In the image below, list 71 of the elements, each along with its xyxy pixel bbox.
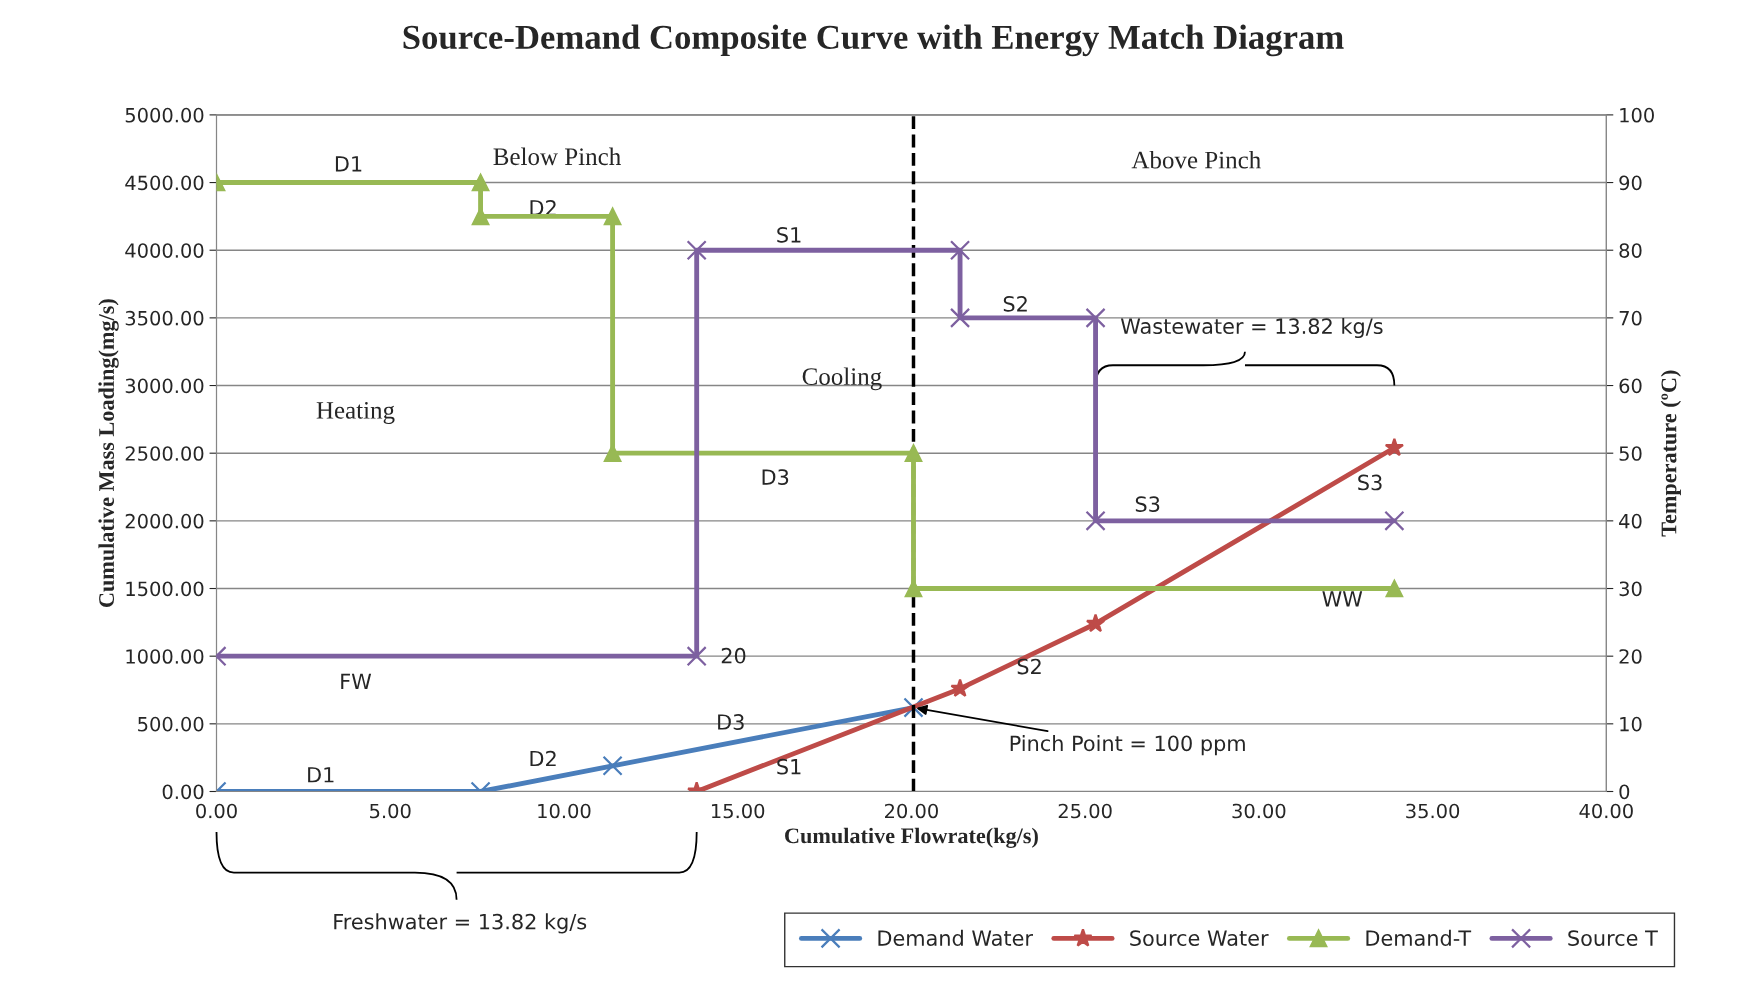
y2-tick-label: 100 (1620, 107, 1654, 123)
y-tick-label: 500.00 (138, 716, 204, 732)
point (471, 173, 490, 192)
annotation: Heating (316, 401, 395, 424)
legend-label: Demand-T (1366, 929, 1472, 946)
y2-tick-label: 0 (1619, 784, 1630, 800)
annotation: S1 (777, 226, 801, 243)
chart-title: Source-Demand Composite Curve with Energy Match Diagram (403, 24, 1344, 57)
y-tick-label: 5000.00 (125, 107, 204, 123)
legend-label: Source T (1568, 930, 1658, 946)
y-tick-label: 1500.00 (126, 581, 204, 597)
y-axis-title: Cumulative Mass Loading(mg/s) (98, 299, 119, 608)
point (1384, 510, 1405, 531)
y-tick-label: 4500.00 (125, 175, 204, 191)
point (686, 240, 707, 261)
x-axis-title: Cumulative Flowrate(kg/s) (785, 827, 1038, 848)
y2-tick-label: 20 (1619, 649, 1642, 664)
x-tick-label: 40.00 (1579, 803, 1633, 819)
y2-tick-label: 40 (1619, 513, 1642, 529)
y-tick-label: 1000.00 (126, 649, 204, 664)
point (904, 444, 923, 462)
x-tick-label: 35.00 (1406, 803, 1460, 819)
y2-tick-label: 80 (1619, 243, 1642, 258)
point (949, 240, 971, 261)
point (949, 307, 971, 329)
annotation: S3 (1358, 474, 1382, 491)
y2-tick-label: 70 (1619, 310, 1642, 326)
point (1385, 579, 1404, 598)
y2-tick-label: 10 (1620, 716, 1642, 732)
annotation: FW (341, 673, 372, 689)
point (1085, 510, 1106, 531)
text: Freshwater = 13.82 kg/s (334, 913, 587, 934)
point (1085, 307, 1106, 329)
legend-label: Source Water (1130, 930, 1269, 946)
annotation: D2 (530, 750, 556, 767)
annotation: D3 (718, 714, 744, 730)
y2-tick-label: 90 (1619, 175, 1642, 191)
x-tick-label: 20.00 (885, 803, 938, 819)
annotation: WW (1322, 591, 1363, 607)
x-tick-label: 5.00 (370, 803, 411, 819)
x-tick-label: 10.00 (538, 803, 591, 819)
annotation: S1 (777, 758, 801, 775)
point (686, 646, 707, 667)
x-tick-label: 25.00 (1058, 803, 1112, 819)
y2-axis-title: Temperature (ºC) (1660, 370, 1681, 537)
annotation: Pinch Point = 100 ppm (1010, 735, 1245, 756)
y-tick-label: 3000.00 (125, 378, 204, 394)
annotation: S2 (1017, 658, 1041, 675)
y-tick-label: 2000.00 (125, 513, 204, 529)
y-tick-label: 0.00 (162, 784, 204, 800)
x-tick-label: 15.00 (711, 803, 765, 819)
annotation: D3 (762, 469, 789, 485)
annotation: D1 (308, 767, 334, 783)
x-tick-label: 0.00 (196, 803, 237, 819)
x-tick-label: 30.00 (1232, 803, 1286, 819)
legend-label: Demand Water (878, 929, 1033, 946)
annotation: Below Pinch (493, 147, 621, 166)
annotation: Cooling (802, 367, 882, 391)
annotation: S2 (1003, 295, 1027, 312)
annotation: Wastewater = 13.82 kg/s (1120, 317, 1383, 339)
point (603, 207, 622, 226)
y-tick-label: 2500.00 (125, 446, 204, 461)
y2-tick-label: 50 (1619, 446, 1642, 461)
annotation: S3 (1135, 496, 1160, 513)
annotation: 20 (721, 647, 746, 664)
y2-tick-label: 30 (1619, 581, 1642, 597)
y-tick-label: 3500.00 (125, 310, 204, 326)
y2-tick-label: 60 (1619, 378, 1642, 394)
y-tick-label: 4000.00 (125, 243, 204, 258)
annotation: D1 (335, 156, 362, 172)
annotation: Above Pinch (1131, 150, 1261, 169)
